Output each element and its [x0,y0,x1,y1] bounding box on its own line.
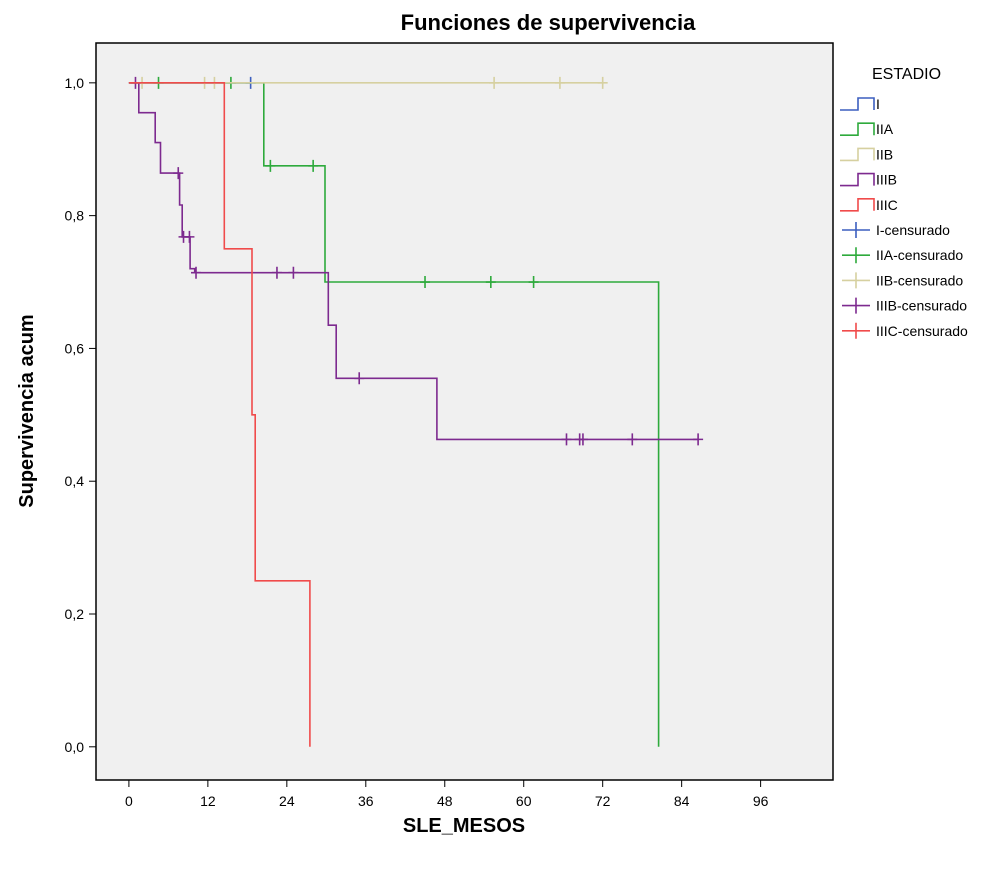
legend-censor-swatch-iiib [842,297,870,314]
legend-censor-label-iiic: IIIC-censurado [876,323,968,339]
censor-mark-iia [420,276,431,289]
legend-label-iiib: IIIB [876,172,897,188]
censor-mark-iib [489,76,500,89]
chart-title: Funciones de supervivencia [401,10,696,35]
y-axis-ticks: 0,0 0,2 0,4 0,6 0,8 1,0 [65,75,96,755]
y-tick-label: 0,2 [65,606,85,622]
y-axis-label: Supervivencia acum [16,314,38,507]
censor-mark-iiib [271,266,282,279]
x-tick-label: 72 [595,793,611,809]
legend-censor-swatch-iiic [842,322,870,339]
censor-mark-iiib [288,266,299,279]
y-tick-label: 0,8 [65,208,85,224]
x-axis-label: SLE_MESOS [403,815,525,837]
legend-swatch-iib [840,147,875,162]
legend-censor-label-iib: IIB-censurado [876,272,963,288]
x-tick-label: 96 [753,793,769,809]
x-tick-label: 0 [125,793,133,809]
censor-mark-iiib [693,433,704,446]
censor-mark-iia [528,276,539,289]
legend-swatch-iia [840,122,875,136]
x-axis-ticks: 0 12 24 36 48 60 72 84 96 [125,780,769,809]
plot-area [95,42,834,781]
x-tick-label: 84 [674,793,690,809]
legend-label-i: I [876,96,880,112]
series-line-iiic [128,82,311,747]
censor-mark-iib [597,76,608,89]
censor-mark-iiib [627,433,638,446]
censor-mark-iib [554,76,565,89]
censor-mark-iiib [184,230,195,243]
censor-mark-iiib [577,433,588,446]
series-layer [128,76,704,747]
censor-mark-iiib [191,266,202,279]
legend-swatch-i [840,97,875,111]
legend: I IIA IIB IIIB IIIC I-censurado IIA-censurado I… [840,96,968,339]
x-tick-label: 12 [200,793,216,809]
censor-mark-iia [308,159,319,172]
censor-mark-iiib [561,433,572,446]
legend-title: ESTADIO [872,66,941,83]
legend-censor-label-i: I-censurado [876,222,950,238]
x-tick-label: 60 [516,793,532,809]
censor-mark-iia [485,276,496,289]
legend-label-iib: IIB [876,146,893,162]
legend-swatch-iiic [840,198,875,212]
x-tick-label: 36 [358,793,374,809]
y-tick-label: 1,0 [65,75,85,91]
x-tick-label: 24 [279,793,295,809]
y-tick-label: 0,4 [65,473,85,489]
y-tick-label: 0,6 [65,340,85,356]
legend-censor-swatch-i [842,222,870,238]
legend-label-iiic: IIIC [876,197,898,213]
legend-swatch-iiib [840,172,875,187]
legend-censor-label-iia: IIA-censurado [876,247,963,263]
censor-mark-iia [265,159,276,172]
legend-censor-swatch-iib [842,272,870,289]
legend-label-iia: IIA [876,121,894,137]
legend-censor-label-iiib: IIIB-censurado [876,298,967,314]
y-tick-label: 0,0 [65,739,85,755]
x-tick-label: 48 [437,793,453,809]
censor-mark-iiib [354,372,365,385]
legend-censor-swatch-iia [842,247,870,264]
censor-mark-iiib [173,167,184,180]
